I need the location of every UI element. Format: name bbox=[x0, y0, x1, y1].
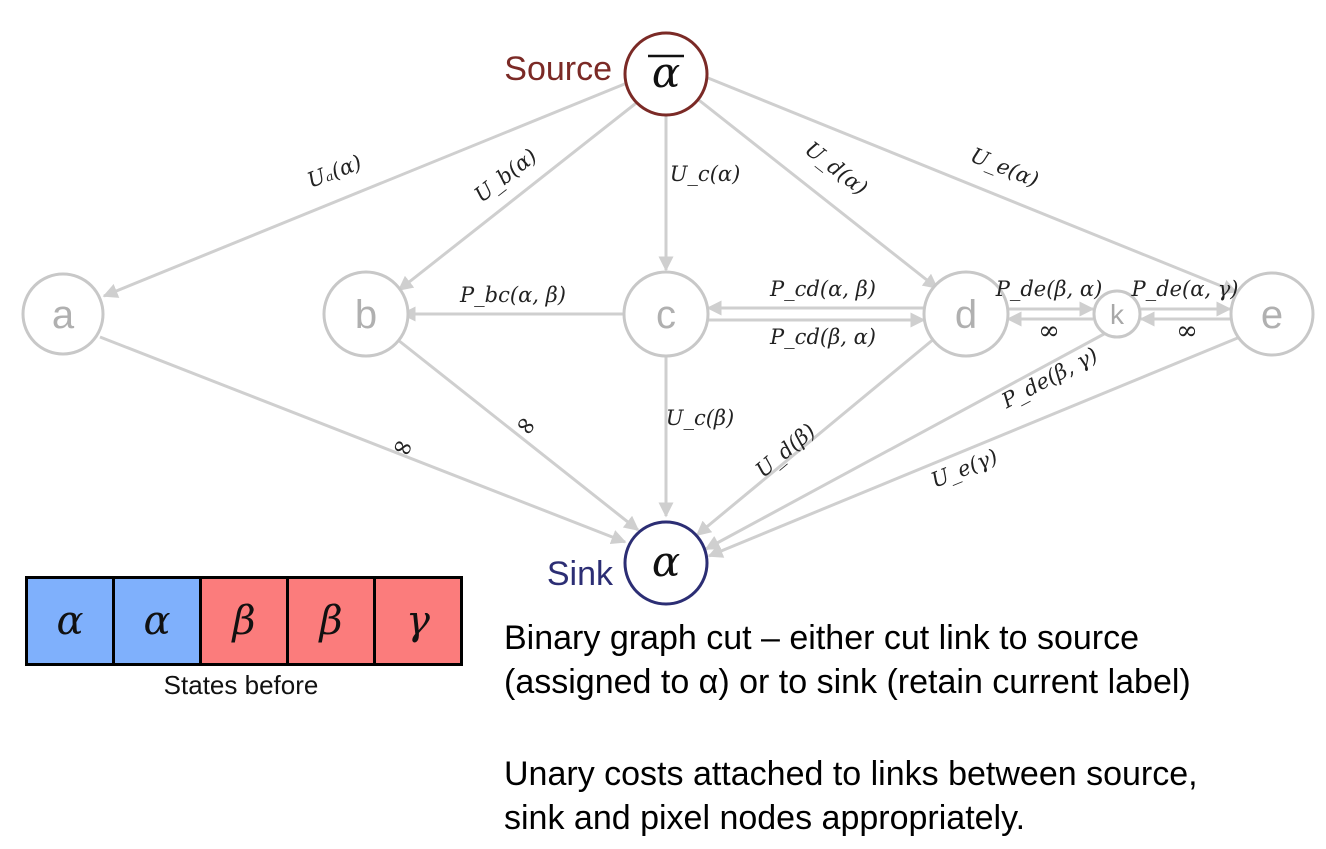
edge-source-b bbox=[397, 98, 641, 292]
node-b: b bbox=[322, 270, 410, 358]
svg-text:b: b bbox=[355, 293, 377, 337]
svg-text:d: d bbox=[955, 293, 977, 337]
label-Ua-alpha: Uₐ(α) bbox=[304, 150, 365, 193]
svg-text:c: c bbox=[656, 293, 676, 337]
label-Ub-alpha: U_b(α) bbox=[470, 144, 542, 207]
svg-text:α: α bbox=[652, 537, 680, 586]
state-cell: α bbox=[115, 579, 202, 663]
label-Pbc-ab: P_bc(α, β) bbox=[459, 283, 566, 307]
edge-source-a bbox=[102, 81, 628, 298]
source-node: α bbox=[623, 31, 709, 117]
label-Pcd-ab: P_cd(α, β) bbox=[769, 277, 876, 301]
sink-label: Sink bbox=[547, 555, 614, 593]
edge-b-sink bbox=[397, 338, 640, 532]
state-cell: β bbox=[202, 579, 289, 663]
edge-d-sink bbox=[695, 336, 936, 537]
label-inf-ke: ∞ bbox=[1176, 316, 1198, 346]
edge-source-e bbox=[707, 76, 1238, 294]
node-d: d bbox=[922, 270, 1010, 358]
label-Uc-alpha: U_c(α) bbox=[670, 162, 741, 186]
note-line-1: Binary graph cut – either cut link to so… bbox=[504, 619, 1139, 657]
source-label: Source bbox=[504, 50, 612, 88]
label-Pcd-ba: P_cd(β, α) bbox=[769, 325, 876, 349]
svg-text:α: α bbox=[652, 48, 680, 97]
label-inf-b: ∞ bbox=[508, 407, 544, 444]
label-Pde-ag: P_de(α, γ) bbox=[1131, 277, 1239, 301]
label-inf-dk: ∞ bbox=[1038, 316, 1060, 346]
states-before-caption: States before bbox=[163, 670, 319, 700]
edge-e-sink bbox=[707, 335, 1241, 558]
node-e: e bbox=[1229, 271, 1315, 357]
state-cell: γ bbox=[376, 579, 460, 663]
node-c: c bbox=[622, 270, 710, 358]
svg-text:a: a bbox=[52, 293, 75, 337]
state-cell: β bbox=[289, 579, 376, 663]
note-line-3: Unary costs attached to links between so… bbox=[504, 755, 1198, 793]
label-Ue-alpha: U_e(α) bbox=[967, 143, 1042, 192]
state-cell: α bbox=[28, 579, 115, 663]
sink-node: α bbox=[623, 520, 709, 606]
label-Uc-beta: U_c(β) bbox=[666, 406, 735, 430]
edge-k-sink bbox=[704, 332, 1105, 551]
label-Pde-bg: P_de(β, γ) bbox=[997, 343, 1102, 414]
note-line-4: sink and pixel nodes appropriately. bbox=[504, 799, 1026, 837]
svg-text:k: k bbox=[1110, 299, 1125, 330]
edge-source-d bbox=[694, 95, 939, 290]
label-Ud-beta: U_d(β) bbox=[751, 419, 820, 482]
edge-a-sink bbox=[99, 335, 627, 545]
node-k: k bbox=[1092, 289, 1142, 339]
label-Pde-ba: P_de(β, α) bbox=[995, 277, 1103, 301]
svg-text:e: e bbox=[1261, 293, 1283, 337]
node-a: a bbox=[21, 272, 105, 356]
note-line-2: (assigned to α) or to sink (retain curre… bbox=[504, 663, 1191, 701]
label-Ud-alpha: U_d(α) bbox=[800, 137, 872, 200]
states-before-strip: α α β β γ bbox=[25, 576, 463, 666]
